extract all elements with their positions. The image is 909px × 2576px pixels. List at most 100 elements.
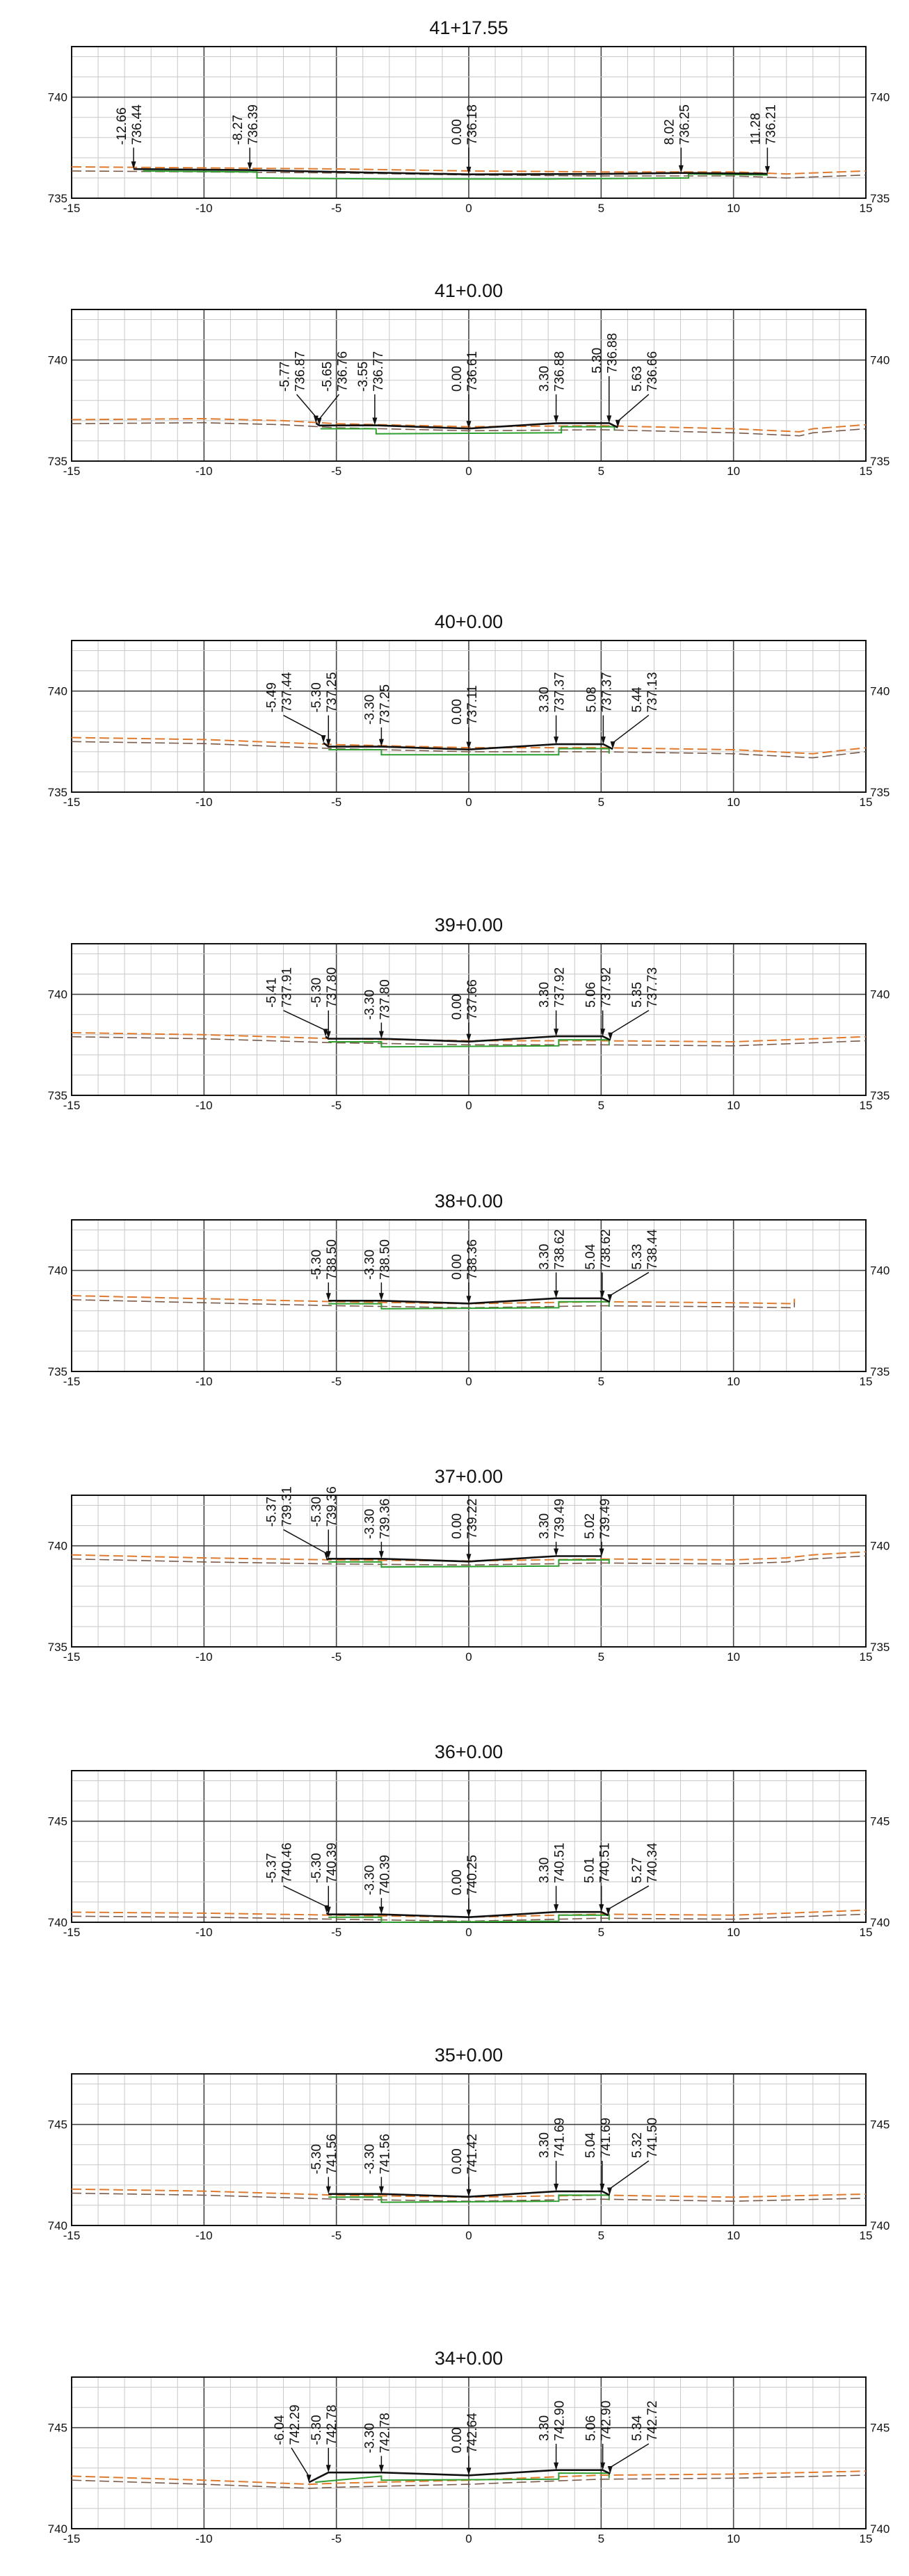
section-title: 40+0.00 [435, 611, 503, 632]
callout-elevation: 737.91 [280, 967, 295, 1008]
x-tick-label: 0 [465, 1926, 472, 1939]
callout-elevation: 736.44 [130, 104, 145, 145]
callout-arrow [313, 415, 319, 424]
callout-0.00: 0.00 737.66 [450, 979, 480, 1042]
section-frame [71, 2376, 867, 2529]
callout-arrow [606, 415, 612, 424]
callout-elevation: 737.92 [553, 967, 568, 1008]
callout-0.00: 0.00 736.18 [450, 104, 480, 175]
existing-ground-line-2 [71, 2474, 867, 2489]
x-tick-label: 5 [598, 2229, 604, 2242]
x-tick-label: -10 [195, 202, 213, 215]
callout-offset: -12.66 [115, 107, 129, 145]
callout-elevation: 742.78 [378, 2413, 392, 2453]
callout--5.41: -5.41 737.91 [265, 967, 328, 1037]
callout-elevation: 738.62 [553, 1229, 568, 1269]
callout-arrow [378, 1031, 384, 1039]
x-tick-label: -15 [63, 1099, 81, 1112]
callout-arrow [600, 2183, 605, 2191]
callout-elevation: 737.92 [600, 967, 614, 1008]
subgrade-line [328, 748, 610, 756]
callout-arrow [466, 2189, 472, 2197]
callout-5.33: 5.33 738.44 [607, 1229, 660, 1303]
section-title: 41+17.55 [429, 17, 508, 38]
callout-elevation: 737.44 [280, 672, 295, 713]
callout-offset: 0.00 [450, 2148, 465, 2174]
callout-3.30: 3.30 742.90 [538, 2401, 568, 2470]
y-tick-label-right: 745 [870, 2118, 890, 2132]
callout-offset: 3.30 [538, 366, 552, 392]
callout--5.77: -5.77 736.87 [278, 351, 319, 424]
callout-5.04: 5.04 738.62 [584, 1229, 613, 1298]
callout-arrow [131, 161, 136, 170]
y-tick-label-left: 740 [48, 1540, 67, 1553]
callout-elevation: 736.18 [465, 104, 480, 145]
y-tick-label-right: 735 [870, 1089, 890, 1102]
callout-0.00: 0.00 737.11 [450, 685, 480, 750]
callout-arrow [600, 1290, 605, 1298]
x-tick-label: 0 [465, 2532, 472, 2545]
callout-11.28: 11.28 736.21 [748, 104, 778, 174]
callout-leader [283, 1010, 326, 1031]
callout-offset: 5.32 [630, 2132, 645, 2158]
callout-arrow [378, 1293, 384, 1301]
y-tick-label-right: 735 [870, 455, 890, 468]
callout-3.30: 3.30 741.69 [538, 2118, 568, 2191]
x-tick-label: -5 [331, 202, 341, 215]
y-tick-label-right: 740 [870, 91, 890, 104]
callout-offset: -3.30 [362, 990, 377, 1020]
x-tick-label: 10 [727, 796, 740, 809]
callout-arrow [554, 736, 559, 745]
x-tick-label: 5 [598, 1099, 604, 1112]
x-tick-label: 15 [860, 796, 873, 809]
callout-arrow [372, 417, 378, 426]
section-frame [71, 46, 867, 199]
callout--8.27: -8.27 736.39 [231, 104, 261, 170]
x-tick-label: -15 [63, 202, 81, 215]
callout-5.30: 5.30 736.88 [590, 333, 620, 424]
design-line [325, 1555, 602, 1563]
callout-arrow [321, 735, 326, 743]
callout-elevation: 740.39 [378, 1855, 392, 1895]
callout-arrow [678, 165, 684, 173]
callout-5.63: 5.63 736.66 [615, 351, 660, 428]
callout-elevation: 736.77 [371, 351, 386, 392]
callout-leader [319, 394, 340, 420]
callout--3.30: -3.30 739.36 [362, 1499, 392, 1559]
x-tick-label: -10 [195, 2532, 213, 2545]
callout-offset: 5.08 [584, 687, 599, 713]
callout-5.32: 5.32 741.50 [607, 2118, 660, 2196]
callout-elevation: 739.31 [280, 1486, 295, 1527]
callout-elevation: 736.21 [764, 104, 778, 145]
callout--3.30: -3.30 741.56 [362, 2134, 392, 2194]
y-tick-label-right: 735 [870, 1365, 890, 1378]
y-tick-label-left: 740 [48, 988, 67, 1001]
callout-elevation: 739.49 [598, 1499, 613, 1539]
y-tick-label-right: 740 [870, 354, 890, 367]
callout-8.02: 8.02 736.25 [662, 104, 692, 173]
x-tick-label: 10 [727, 2532, 740, 2545]
callout-offset: 5.34 [630, 2415, 645, 2441]
existing-ground-line [71, 417, 867, 433]
callout-arrow [610, 741, 616, 750]
x-tick-label: -5 [331, 2229, 341, 2242]
callout-offset: 5.33 [630, 1244, 645, 1270]
callout-arrow [599, 1904, 604, 1913]
callout-elevation: 736.87 [293, 351, 308, 392]
callout-elevation: 740.25 [465, 1855, 480, 1895]
callout-elevation: 738.44 [645, 1229, 660, 1270]
x-tick-label: -10 [195, 1650, 213, 1664]
callout-elevation: 742.90 [553, 2401, 568, 2441]
x-tick-label: -15 [63, 796, 81, 809]
x-tick-label: 5 [598, 1650, 604, 1664]
callout-offset: 5.44 [630, 686, 645, 712]
callout-offset: -5.77 [278, 362, 293, 392]
x-tick-label: 0 [465, 2229, 472, 2242]
callout-elevation: 741.69 [553, 2118, 568, 2158]
x-tick-label: -15 [63, 2229, 81, 2242]
callout-5.35: 5.35 737.73 [608, 967, 660, 1040]
